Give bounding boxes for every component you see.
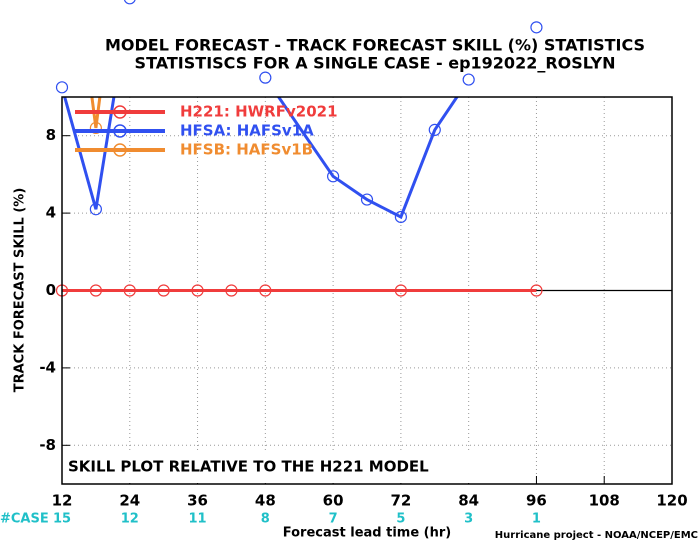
x-tick-label: 108	[589, 492, 620, 510]
x-tick-label: 120	[656, 492, 687, 510]
point-marker	[123, 284, 136, 297]
point-marker	[191, 284, 204, 297]
point-marker	[157, 284, 170, 297]
series-line	[63, 97, 459, 220]
chart-subtitle: STATISTISCS FOR A SINGLE CASE - ep192022…	[135, 54, 616, 73]
point-marker	[89, 284, 102, 297]
point-marker	[327, 170, 340, 183]
y-tick-label: -8	[39, 436, 56, 454]
footer: Hurricane project - NOAA/NCEP/EMC	[495, 530, 698, 541]
annotation-box	[63, 452, 485, 483]
x-tick-label: 72	[390, 492, 411, 510]
x-tick-label: 96	[526, 492, 547, 510]
point-marker	[259, 284, 272, 297]
annotation: SKILL PLOT RELATIVE TO THE H221 MODEL	[68, 458, 429, 476]
x-axis-label: Forecast lead time (hr)	[283, 526, 451, 541]
y-tick-label: -4	[39, 358, 56, 376]
x-tick-label: 36	[187, 492, 208, 510]
legend-marker	[113, 143, 127, 157]
point-marker	[394, 210, 407, 224]
legend-label: HFSB: HAFSv1B	[180, 141, 313, 159]
case-label: #CASE	[0, 512, 49, 527]
series-line	[90, 97, 102, 129]
x-tick-label: 24	[119, 492, 140, 510]
point-marker	[259, 71, 272, 84]
y-axis-label: TRACK FORECAST SKILL (%)	[13, 188, 28, 393]
point-marker	[462, 73, 475, 86]
case-count: 15	[53, 512, 71, 527]
legend-marker	[113, 105, 127, 119]
point-marker	[360, 193, 374, 206]
point-marker	[89, 121, 102, 135]
y-tick-label: 8	[46, 126, 56, 144]
case-count: 5	[396, 512, 405, 527]
x-tick-label: 60	[323, 492, 344, 510]
legend-label: H221: HWRFv2021	[180, 103, 338, 121]
point-marker	[225, 284, 238, 297]
case-count: 11	[189, 512, 207, 527]
chart-title: MODEL FORECAST - TRACK FORECAST SKILL (%…	[105, 36, 645, 55]
y-tick-label: 4	[46, 204, 56, 222]
point-marker	[394, 284, 407, 297]
case-count: 12	[121, 512, 139, 527]
plot-frame	[61, 96, 673, 485]
x-tick-label: 48	[255, 492, 276, 510]
point-marker	[428, 123, 441, 136]
point-marker	[123, 0, 136, 5]
x-tick-label: 12	[52, 492, 73, 510]
legend-marker	[113, 124, 127, 138]
case-count: 8	[261, 512, 270, 527]
y-tick-label: 0	[46, 281, 56, 299]
x-tick-label: 84	[458, 492, 479, 510]
point-marker	[530, 284, 543, 297]
legend-label: HFSA: HAFSv1A	[180, 122, 314, 140]
case-count: 3	[464, 512, 473, 527]
plot-lines	[62, 97, 537, 292]
point-marker	[55, 81, 69, 94]
point-marker	[89, 203, 102, 216]
case-count: 7	[329, 512, 338, 527]
case-count: 1	[532, 512, 541, 527]
point-marker	[530, 21, 543, 34]
